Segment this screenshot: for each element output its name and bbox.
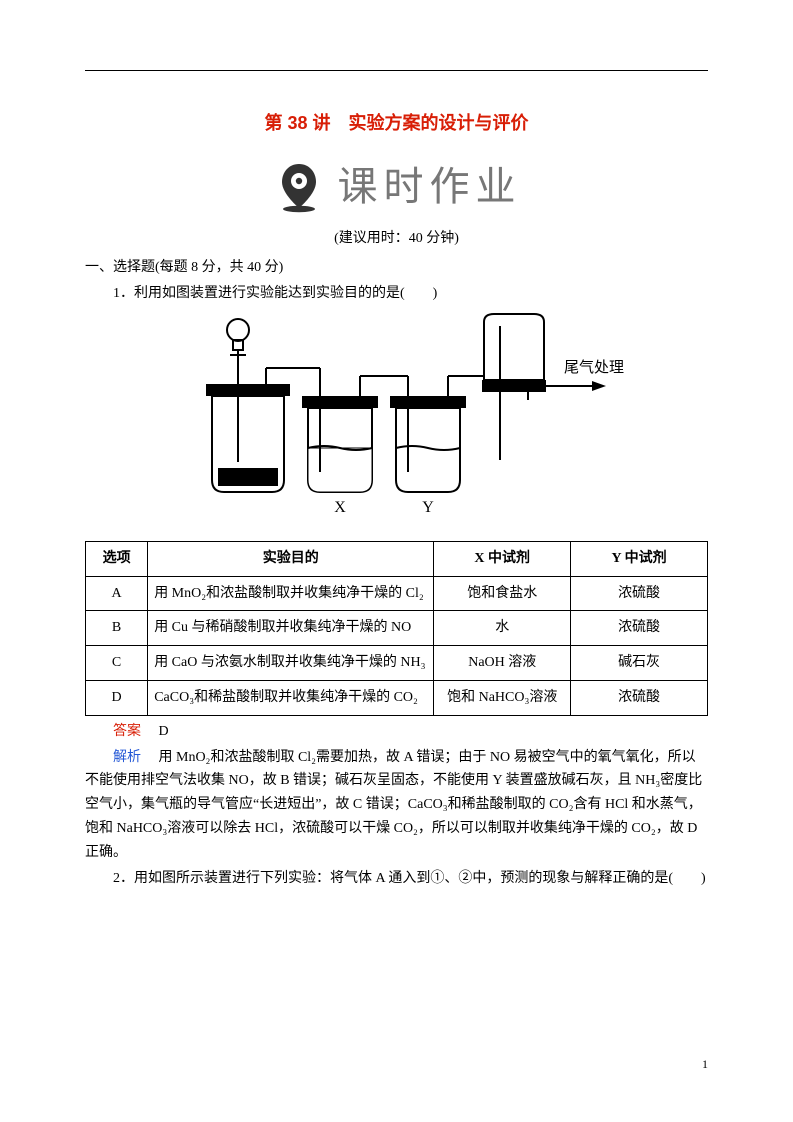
explain-label: 解析	[113, 750, 141, 765]
th-x: X 中试剂	[434, 541, 571, 576]
th-purpose: 实验目的	[148, 541, 434, 576]
cell-x: NaOH 溶液	[434, 646, 571, 681]
chapter-title: 第 38 讲 实验方案的设计与评价	[85, 108, 708, 139]
top-rule	[85, 70, 708, 71]
label-x: X	[334, 499, 346, 516]
apparatus-diagram: X Y 尾气处理	[85, 312, 708, 531]
table-row: C 用 CaO 与浓氨水制取并收集纯净干燥的 NH₃ NaOH 溶液 碱石灰	[86, 646, 708, 681]
cell-y: 碱石灰	[571, 646, 708, 681]
table-row: B 用 Cu 与稀硝酸制取并收集纯净干燥的 NO 水 浓硫酸	[86, 611, 708, 646]
cell-purpose: 用 Cu 与稀硝酸制取并收集纯净干燥的 NO	[148, 611, 434, 646]
banner: 课时作业	[85, 153, 708, 221]
explanation: 解析 用 MnO₂和浓盐酸制取 Cl₂需要加热，故 A 错误；由于 NO 易被空…	[85, 746, 708, 865]
th-option: 选项	[86, 541, 148, 576]
label-tail-gas: 尾气处理	[564, 359, 624, 376]
answer-value: D	[159, 724, 169, 739]
label-y: Y	[422, 499, 434, 516]
answer-line: 答案 D	[85, 720, 708, 744]
cell-opt: C	[86, 646, 148, 681]
section-heading: 一、选择题(每题 8 分，共 40 分)	[85, 256, 708, 280]
cell-opt: B	[86, 611, 148, 646]
cell-purpose: CaCO₃和稀盐酸制取并收集纯净干燥的 CO₂	[148, 680, 434, 715]
options-table: 选项 实验目的 X 中试剂 Y 中试剂 A 用 MnO₂和浓盐酸制取并收集纯净干…	[85, 541, 708, 716]
cell-opt: A	[86, 576, 148, 611]
cell-y: 浓硫酸	[571, 611, 708, 646]
table-row: D CaCO₃和稀盐酸制取并收集纯净干燥的 CO₂ 饱和 NaHCO₃溶液 浓硫…	[86, 680, 708, 715]
q1-stem: 1．利用如图装置进行实验能达到实验目的的是( )	[85, 282, 708, 306]
cell-x: 水	[434, 611, 571, 646]
cell-purpose: 用 MnO₂和浓盐酸制取并收集纯净干燥的 Cl₂	[148, 576, 434, 611]
cell-y: 浓硫酸	[571, 576, 708, 611]
table-row: A 用 MnO₂和浓盐酸制取并收集纯净干燥的 Cl₂ 饱和食盐水 浓硫酸	[86, 576, 708, 611]
cell-x: 饱和食盐水	[434, 576, 571, 611]
cell-opt: D	[86, 680, 148, 715]
answer-label: 答案	[113, 724, 141, 739]
explain-text: 用 MnO₂和浓盐酸制取 Cl₂需要加热，故 A 错误；由于 NO 易被空气中的…	[85, 750, 702, 860]
th-y: Y 中试剂	[571, 541, 708, 576]
page-number: 1	[702, 1054, 708, 1074]
q2-stem: 2．用如图所示装置进行下列实验：将气体 A 通入到①、②中，预测的现象与解释正确…	[85, 867, 708, 891]
location-pin-icon	[272, 160, 326, 214]
cell-y: 浓硫酸	[571, 680, 708, 715]
cell-purpose: 用 CaO 与浓氨水制取并收集纯净干燥的 NH₃	[148, 646, 434, 681]
table-header-row: 选项 实验目的 X 中试剂 Y 中试剂	[86, 541, 708, 576]
time-suggestion: (建议用时：40 分钟)	[85, 227, 708, 251]
cell-x: 饱和 NaHCO₃溶液	[434, 680, 571, 715]
banner-text: 课时作业	[338, 153, 522, 221]
